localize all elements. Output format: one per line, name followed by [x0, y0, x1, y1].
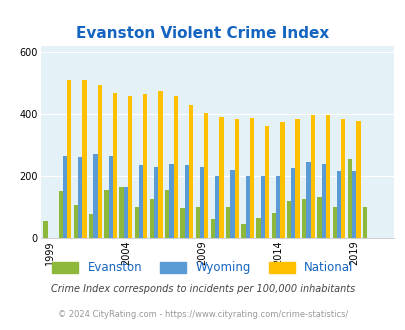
Bar — [332, 207, 336, 238]
Bar — [271, 213, 275, 238]
Bar — [219, 117, 223, 238]
Bar — [301, 199, 306, 238]
Bar — [89, 214, 93, 238]
Bar — [275, 176, 279, 238]
Bar — [104, 190, 108, 238]
Text: Crime Index corresponds to incidents per 100,000 inhabitants: Crime Index corresponds to incidents per… — [51, 284, 354, 294]
Bar — [295, 119, 299, 238]
Bar — [347, 159, 351, 238]
Bar — [195, 207, 199, 238]
Bar — [180, 208, 184, 238]
Bar — [226, 207, 230, 238]
Bar — [249, 118, 254, 238]
Bar — [356, 121, 360, 238]
Bar — [306, 162, 310, 238]
Bar — [143, 94, 147, 238]
Bar — [245, 176, 249, 238]
Bar — [317, 197, 321, 238]
Bar — [230, 170, 234, 238]
Bar — [351, 171, 356, 238]
Bar — [310, 115, 314, 238]
Bar — [264, 126, 269, 238]
Bar — [158, 91, 162, 238]
Bar — [165, 190, 169, 238]
Bar — [97, 85, 102, 238]
Bar — [256, 217, 260, 238]
Bar — [67, 80, 71, 238]
Bar — [128, 96, 132, 238]
Bar — [139, 165, 143, 238]
Bar — [43, 221, 47, 238]
Bar — [169, 163, 173, 238]
Bar — [199, 167, 204, 238]
Bar — [119, 187, 124, 238]
Bar — [149, 199, 154, 238]
Bar — [279, 122, 284, 238]
Bar — [336, 171, 340, 238]
Bar — [134, 207, 139, 238]
Bar — [173, 96, 177, 238]
Bar — [78, 157, 82, 238]
Bar — [325, 115, 329, 238]
Bar — [204, 113, 208, 238]
Bar — [234, 119, 238, 238]
Bar — [321, 163, 325, 238]
Bar — [210, 219, 215, 238]
Bar — [184, 165, 188, 238]
Bar — [93, 154, 97, 238]
Legend: Evanston, Wyoming, National: Evanston, Wyoming, National — [48, 257, 357, 279]
Bar — [241, 224, 245, 238]
Bar — [340, 119, 345, 238]
Bar — [58, 191, 63, 238]
Bar — [290, 168, 295, 238]
Bar — [362, 207, 367, 238]
Bar — [74, 205, 78, 238]
Text: © 2024 CityRating.com - https://www.cityrating.com/crime-statistics/: © 2024 CityRating.com - https://www.city… — [58, 310, 347, 319]
Bar — [82, 80, 86, 238]
Bar — [215, 176, 219, 238]
Text: Evanston Violent Crime Index: Evanston Violent Crime Index — [76, 25, 329, 41]
Bar — [286, 201, 290, 238]
Bar — [124, 187, 128, 238]
Bar — [108, 156, 113, 238]
Bar — [154, 167, 158, 238]
Bar — [63, 156, 67, 238]
Bar — [260, 176, 264, 238]
Bar — [113, 92, 117, 238]
Bar — [188, 105, 193, 238]
